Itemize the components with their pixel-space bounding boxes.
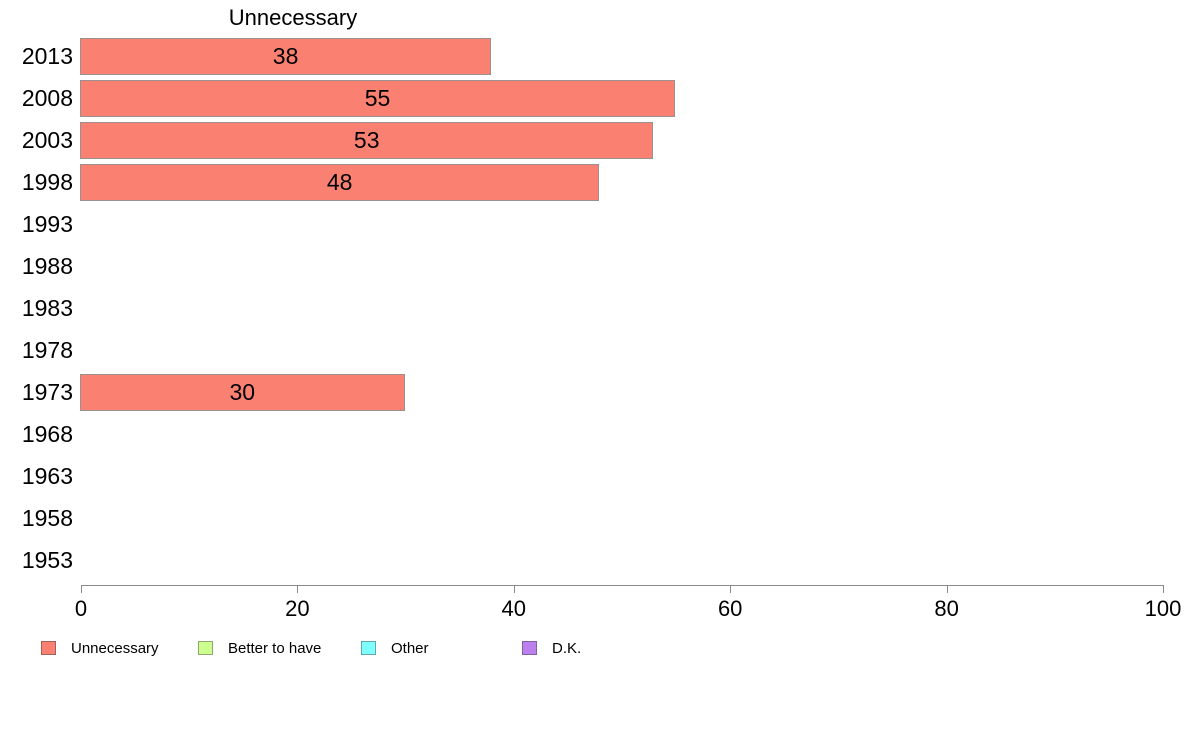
chart-row: 1983	[0, 287, 1188, 329]
chart-row: 1968	[0, 413, 1188, 455]
chart-row: 1973 30	[0, 371, 1188, 413]
bar: 38	[80, 37, 492, 75]
x-tick-label: 20	[285, 596, 310, 621]
chart-title: Unnecessary	[228, 5, 358, 30]
bar-zone: 30	[80, 373, 1162, 411]
chart-row: 2003 53	[0, 119, 1188, 161]
bar-zone	[80, 290, 1162, 327]
y-axis-label: 1953	[21, 547, 73, 573]
chart-row: 1993	[0, 203, 1188, 245]
y-axis-label: 1963	[21, 463, 73, 489]
chart-row: 2008 55	[0, 77, 1188, 119]
bar-value-label: 38	[272, 42, 299, 69]
bar-value-label: 30	[229, 378, 256, 405]
bar: 48	[80, 163, 600, 201]
bar-zone	[80, 206, 1162, 243]
y-axis-label: 2008	[21, 85, 73, 111]
legend-swatch-better-to-have	[198, 641, 213, 655]
plot-area: 2013 38 2008 55 2003 53 1998 48 1993 1988 1983 1978…	[0, 35, 1188, 581]
x-tick-mark	[513, 585, 515, 593]
chart-row: 1988	[0, 245, 1188, 287]
chart-row: 1958	[0, 497, 1188, 539]
legend-item: Unnecessary	[41, 639, 159, 657]
y-axis-label: 2013	[21, 43, 73, 69]
x-tick-mark	[297, 585, 299, 593]
bar-zone: 48	[80, 163, 1162, 201]
bar-value-label: 48	[326, 168, 353, 195]
legend-swatch-unnecessary	[41, 641, 56, 655]
y-axis-label: 1978	[21, 337, 73, 363]
x-tick-mark	[1163, 585, 1164, 593]
x-tick-label: 80	[934, 596, 959, 621]
bar-zone: 53	[80, 121, 1162, 159]
chart-row: 2013 38	[0, 35, 1188, 77]
legend-label: Other	[391, 639, 429, 657]
x-tick-label: 0	[74, 596, 88, 621]
bar-value-label: 53	[353, 126, 380, 153]
bar: 53	[80, 121, 654, 159]
bar-zone	[80, 416, 1162, 453]
bar-zone	[80, 458, 1162, 495]
chart-row: 1953	[0, 539, 1188, 581]
legend-item: Other	[361, 639, 429, 657]
bar-zone	[80, 500, 1162, 537]
bar-value-label: 55	[364, 84, 391, 111]
y-axis-label: 1958	[21, 505, 73, 531]
x-tick-label: 100	[1144, 596, 1182, 621]
legend-item: D.K.	[522, 639, 581, 657]
legend-label: Unnecessary	[71, 639, 159, 657]
chart-row: 1998 48	[0, 161, 1188, 203]
x-tick-mark	[946, 585, 948, 593]
x-tick-mark	[81, 585, 82, 593]
bar-zone	[80, 248, 1162, 285]
legend-item: Better to have	[198, 639, 321, 657]
y-axis-label: 1998	[21, 169, 73, 195]
bar-zone	[80, 542, 1162, 579]
y-axis-label: 1988	[21, 253, 73, 279]
chart-row: 1978	[0, 329, 1188, 371]
legend-swatch-dk	[522, 641, 537, 655]
bar: 30	[80, 373, 405, 411]
y-axis-label: 1973	[21, 379, 73, 405]
bar-zone	[80, 332, 1162, 369]
chart-row: 1963	[0, 455, 1188, 497]
legend-label: Better to have	[228, 639, 322, 657]
y-axis-label: 1993	[21, 211, 73, 237]
bar: 55	[80, 79, 676, 117]
y-axis-label: 1983	[21, 295, 73, 321]
legend-label: D.K.	[552, 639, 582, 657]
y-axis-label: 2003	[21, 127, 73, 153]
bar-zone: 55	[80, 79, 1162, 117]
x-tick-label: 40	[501, 596, 527, 621]
legend-swatch-other	[361, 641, 376, 655]
y-axis-label: 1968	[21, 421, 73, 447]
x-axis-line	[81, 585, 1164, 586]
x-tick-mark	[730, 585, 732, 593]
x-tick-label: 60	[717, 596, 743, 621]
bar-zone: 38	[80, 37, 1162, 75]
